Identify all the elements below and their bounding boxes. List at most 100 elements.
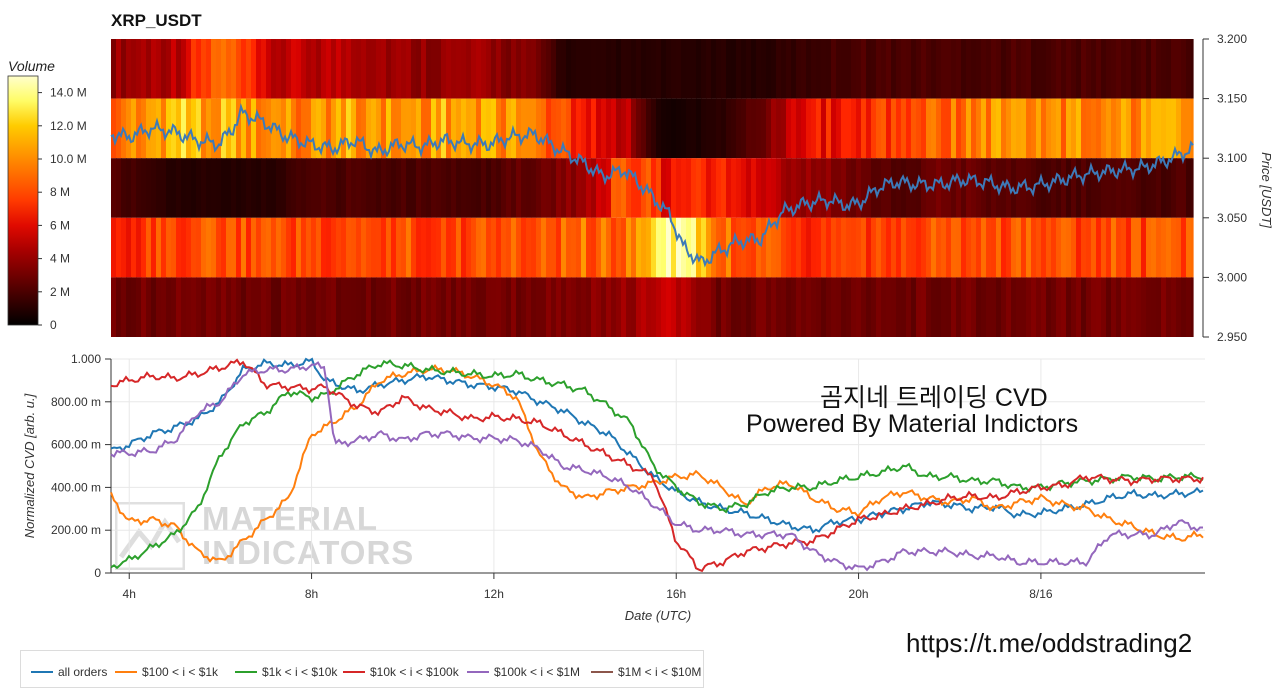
heat-cell [291,277,297,337]
heat-cell [681,217,687,278]
heat-cell [306,277,312,337]
heat-cell [871,39,877,99]
heat-cell [931,277,937,337]
heat-cell [531,277,537,337]
heat-cell [1006,217,1012,278]
heat-cell [701,98,707,159]
heat-cell [981,39,987,99]
heat-cell [1191,39,1194,99]
heat-cell [756,277,762,337]
heat-cell [616,277,622,337]
legend-item[interactable]: all orders [31,666,107,678]
heat-cell [526,217,532,278]
heat-cell [1061,158,1067,218]
heat-cell [946,217,952,278]
legend-item[interactable]: $1M < i < $10M [591,666,701,678]
heat-cell [851,98,857,159]
cvd-chart: 1.000 800.00 m 600.00 m 400.00 m 200.00 m 0 4h… [22,352,1205,623]
heat-cell [1066,158,1072,218]
heat-cell [1071,158,1077,218]
heat-cell [526,158,532,218]
heat-cell [751,39,757,99]
heat-cell [1166,39,1172,99]
heat-cell [481,158,487,218]
heat-cell [996,98,1002,159]
heat-cell [426,98,432,159]
heat-cell [611,277,617,337]
heat-cell [256,277,262,337]
heat-cell [231,217,237,278]
heat-cell [326,217,332,278]
heat-cell [691,98,697,159]
heat-cell [376,158,382,218]
heat-cell [421,39,427,99]
legend-item[interactable]: $10k < i < $100k [343,666,459,678]
cvd-series-line [110,357,1204,534]
heat-cell [1161,217,1167,278]
heat-cell [126,158,132,218]
heat-cell [551,277,557,337]
heat-cell [486,277,492,337]
heat-cell [281,277,287,337]
legend-item[interactable]: $1k < i < $10k [235,666,337,678]
heat-cell [756,158,762,218]
heat-cell [116,39,122,99]
heat-cell [296,158,302,218]
heat-cell [1146,277,1152,337]
heat-cell [786,158,792,218]
heat-cell [111,158,117,218]
heat-cell [946,277,952,337]
heat-cell [991,277,997,337]
heat-cell [616,39,622,99]
heat-cell [201,39,207,99]
heat-cell [386,39,392,99]
heat-cell [501,277,507,337]
heat-cell [896,98,902,159]
heat-cell [951,98,957,159]
heat-cell [401,39,407,99]
heat-cell [1191,217,1194,278]
heat-cell [746,39,752,99]
heat-cell [396,158,402,218]
heat-cell [351,217,357,278]
heat-cell [716,39,722,99]
legend-label: $1k < i < $10k [262,665,338,679]
heat-cell [756,98,762,159]
legend-swatch [591,670,613,673]
heat-cell [641,217,647,278]
heat-cell [1151,158,1157,218]
heat-cell [901,39,907,99]
watermark-line-2: INDICATORS [202,534,415,571]
heat-cell [866,98,872,159]
heat-cell [636,217,642,278]
legend-item[interactable]: $100k < i < $1M [467,666,580,678]
heat-cell [506,39,512,99]
heat-cell [601,98,607,159]
colorbar-tick-label: 12.0 M [50,119,87,133]
heat-cell [681,39,687,99]
colorbar-tick-label: 2 M [50,285,70,299]
heat-cell [856,39,862,99]
heat-cell [871,277,877,337]
heat-cell [1181,158,1187,218]
heat-cell [311,39,317,99]
heat-cell [826,158,832,218]
heat-cell [431,98,437,159]
heat-cell [1051,39,1057,99]
heat-cell [1031,217,1037,278]
heat-cell [251,98,257,159]
heat-cell [416,217,422,278]
heat-cell [121,158,127,218]
heat-cell [711,277,717,337]
heat-cell [751,277,757,337]
heat-cell [891,217,897,278]
legend-item[interactable]: $100 < i < $1k [115,666,218,678]
heat-cell [1026,98,1032,159]
heat-cell [546,98,552,159]
telegram-link[interactable]: https://t.me/oddstrading2 [906,628,1193,658]
heat-cell [196,158,202,218]
heat-cell [546,277,552,337]
heat-cell [771,277,777,337]
heat-cell [656,277,662,337]
heat-cell [351,98,357,159]
